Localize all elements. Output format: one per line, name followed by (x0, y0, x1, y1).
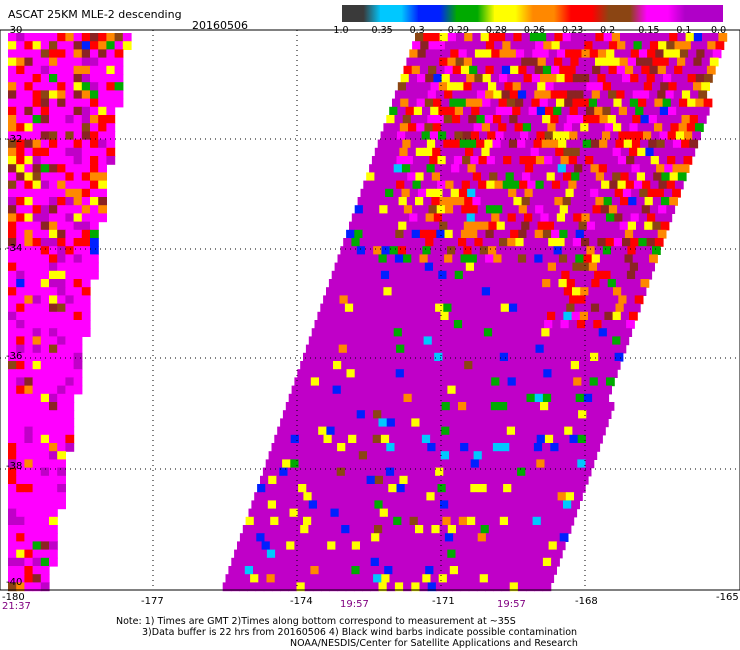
colorbar-tick-label: 0.0 (711, 25, 727, 36)
colorbar-swatch (342, 5, 381, 22)
colorbar-tick-label: -0.1 (672, 25, 692, 36)
colorbar-swatch (418, 5, 457, 22)
time-label: 21:37 (2, 601, 31, 612)
chart-title: ASCAT 25KM MLE-2 descending (8, 8, 182, 21)
grid-lines (0, 30, 740, 590)
colorbar-swatch (494, 5, 533, 22)
chart-date: 20160506 (192, 19, 248, 32)
x-tick-label: -177 (141, 596, 164, 607)
colorbar-tick-label: -0.29 (444, 25, 469, 36)
colorbar-tick-label: -1.0 (330, 25, 349, 36)
note-line-1: Note: 1) Times are GMT 2)Times along bot… (116, 616, 516, 627)
note-line-3: NOAA/NESDIS/Center for Satellite Applica… (290, 638, 578, 649)
colorbar-swatch (684, 5, 724, 22)
y-tick-label: -30 (6, 25, 23, 36)
time-label: 19:57 (340, 599, 369, 610)
colorbar-tick-label: -0.3 (406, 25, 425, 36)
colorbar-tick-label: -0.2 (596, 25, 616, 36)
colorbar-tick-label: -0.23 (558, 25, 584, 36)
plot-frame (0, 29, 740, 591)
x-tick-label: -174 (290, 596, 313, 607)
colorbar-swatch (456, 5, 495, 22)
colorbar-swatch (380, 5, 419, 22)
colorbar-swatch (532, 5, 572, 22)
y-tick-label: -32 (6, 134, 23, 145)
colorbar-tick-label: -0.35 (368, 25, 393, 36)
swath-cells (8, 33, 728, 592)
colorbar-swatch (608, 5, 648, 22)
x-tick-label: -165 (716, 592, 739, 603)
colorbar-tick-label: -0.15 (634, 25, 660, 36)
y-tick-label: -38 (6, 461, 23, 472)
colorbar-swatch (570, 5, 610, 22)
y-tick-label: -34 (6, 243, 23, 254)
colorbar-swatch (646, 5, 686, 22)
x-tick-label: -168 (575, 596, 598, 607)
colorbar-tick-label: -0.28 (482, 25, 507, 36)
colorbar-tick-label: -0.26 (520, 25, 546, 36)
note-line-2: 3)Data buffer is 22 hrs from 20160506 4)… (142, 627, 578, 638)
y-tick-label: -36 (6, 351, 23, 362)
x-tick-label: -171 (432, 596, 455, 607)
time-label: 19:57 (497, 599, 526, 610)
y-tick-label: -40 (6, 577, 23, 588)
x-tick-label: -180 (2, 592, 25, 603)
